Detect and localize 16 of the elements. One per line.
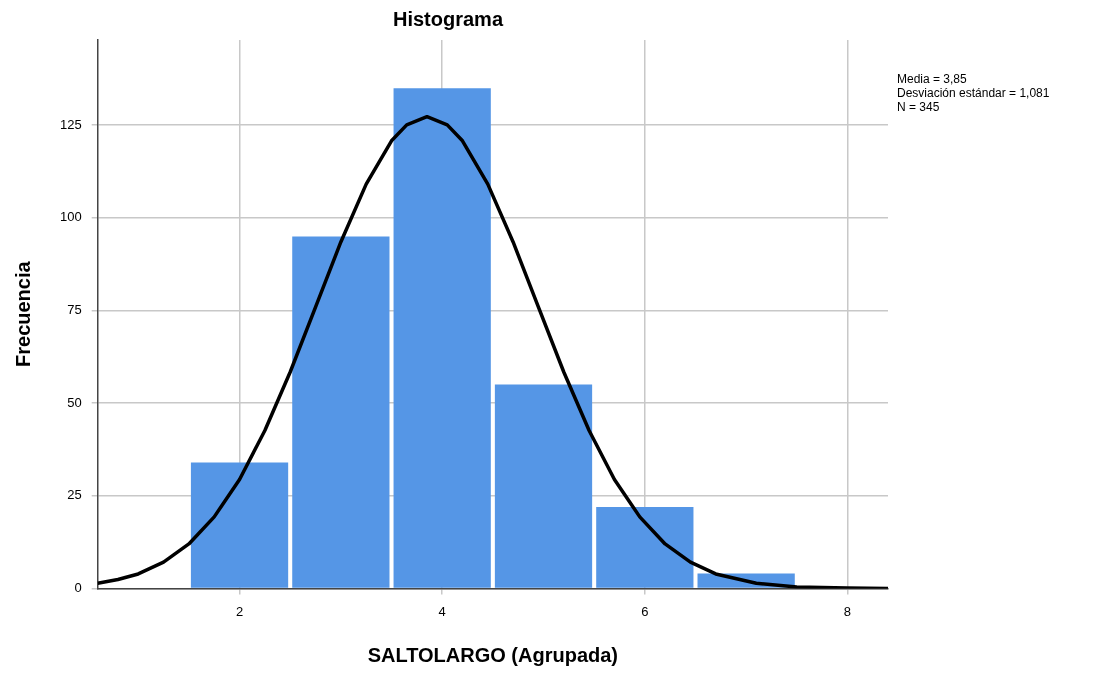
x-tick-label: 8 — [843, 603, 852, 619]
x-tick-label: 2 — [235, 603, 244, 619]
text: N = 345 — [897, 100, 941, 114]
y-tick-label: 0 — [74, 579, 82, 595]
y-axis-title: Frecuencia — [11, 260, 34, 367]
y-tick-label: 100 — [59, 209, 82, 225]
x-axis-title: SALTOLARGO (Agrupada) — [367, 643, 619, 666]
y-tick-label: 25 — [67, 487, 82, 503]
y-tick-label: 50 — [67, 394, 82, 410]
y-tick-label: 125 — [59, 116, 82, 132]
x-tick-label: 6 — [641, 603, 649, 619]
y-tick-label: 75 — [67, 302, 82, 318]
chart-title: Histograma — [392, 7, 504, 30]
text: Media = 3,85 — [897, 72, 968, 86]
x-tick-label: 4 — [438, 603, 446, 619]
text: Desviación estándar = 1,081 — [897, 86, 1050, 100]
